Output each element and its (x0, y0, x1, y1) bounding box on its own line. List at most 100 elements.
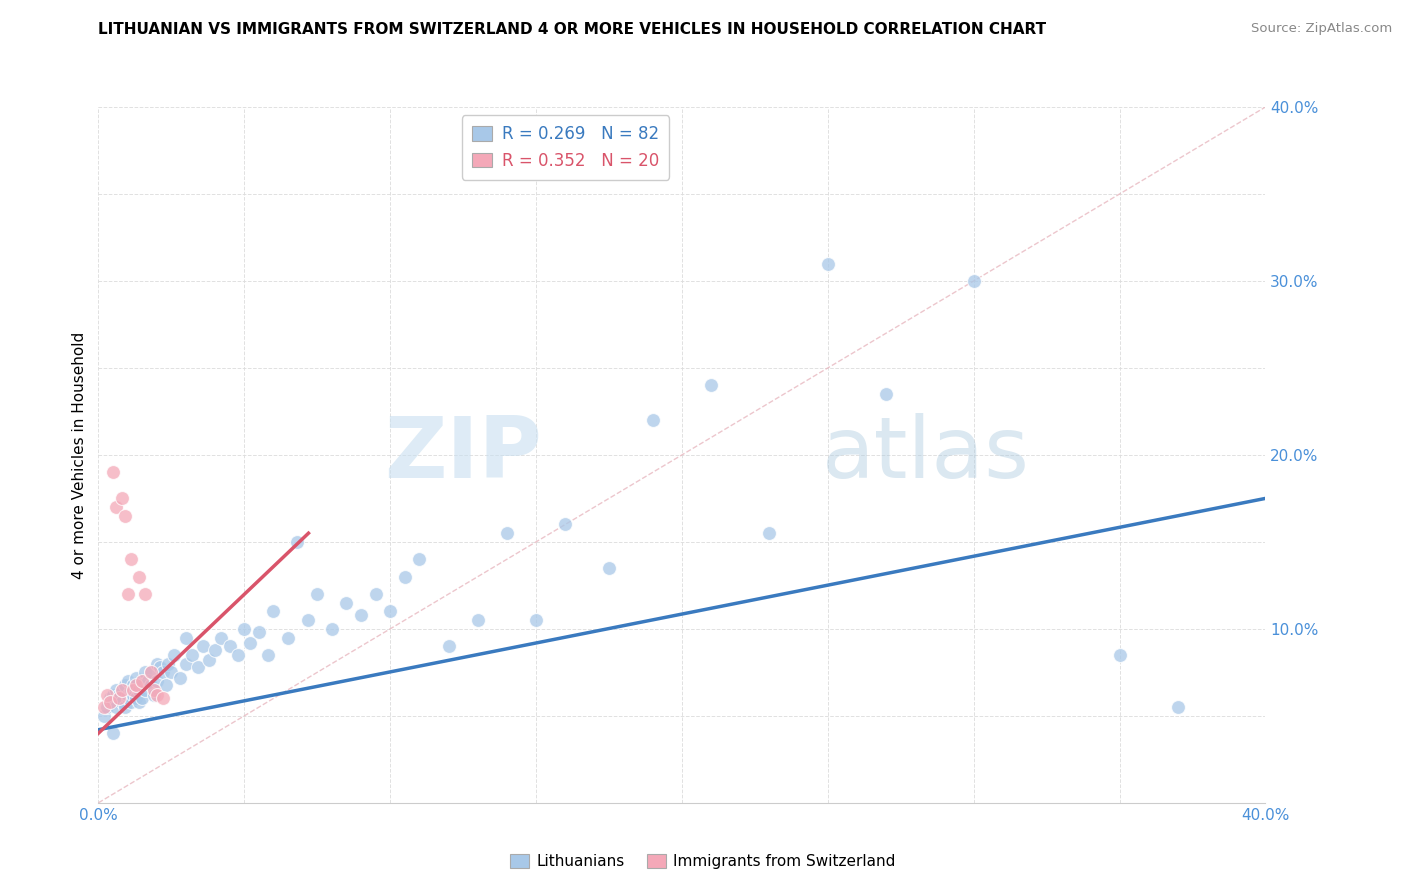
Point (146, 674, 169, 689)
Point (101, 726, 124, 740)
Point (142, 682, 165, 697)
Point (131, 677, 153, 691)
Point (139, 665, 162, 680)
Point (198, 653, 221, 667)
Point (122, 682, 145, 697)
Point (700, 378, 723, 392)
Point (408, 552, 430, 566)
Point (98, 691, 121, 706)
Point (160, 665, 183, 680)
Point (193, 639, 215, 653)
Point (228, 648, 250, 662)
Point (962, 274, 984, 288)
Point (554, 517, 576, 532)
Point (378, 605, 402, 619)
Point (394, 570, 416, 584)
Point (142, 688, 165, 702)
Point (125, 671, 148, 685)
Point (101, 695, 124, 709)
Point (139, 665, 162, 680)
Point (125, 691, 148, 706)
Point (817, 256, 839, 270)
Point (96, 700, 118, 714)
Point (247, 625, 270, 640)
Point (875, 387, 897, 401)
Point (128, 682, 150, 697)
Point (641, 413, 664, 427)
Point (163, 648, 186, 662)
Point (285, 534, 308, 549)
Point (104, 500, 127, 514)
Point (437, 639, 460, 653)
Point (598, 561, 620, 575)
Point (93, 708, 115, 723)
Point (1108, 648, 1130, 662)
Point (120, 695, 142, 709)
Point (174, 657, 197, 671)
Text: atlas: atlas (823, 413, 1031, 497)
Point (117, 674, 139, 689)
Point (139, 677, 162, 691)
Point (157, 657, 180, 671)
Point (180, 648, 202, 662)
Point (307, 587, 329, 601)
Point (131, 674, 153, 689)
Point (758, 526, 780, 541)
Point (134, 682, 156, 697)
Text: ZIP: ZIP (384, 413, 541, 497)
Point (134, 665, 156, 680)
Point (297, 613, 319, 627)
Point (152, 691, 174, 706)
Point (467, 613, 489, 627)
Text: Source: ZipAtlas.com: Source: ZipAtlas.com (1251, 22, 1392, 36)
Point (131, 691, 153, 706)
Point (233, 622, 256, 636)
Point (146, 688, 169, 702)
Text: LITHUANIAN VS IMMIGRANTS FROM SWITZERLAND 4 OR MORE VEHICLES IN HOUSEHOLD CORREL: LITHUANIAN VS IMMIGRANTS FROM SWITZERLAN… (98, 22, 1046, 37)
Point (120, 682, 142, 697)
Point (321, 622, 343, 636)
Point (122, 677, 145, 691)
Point (122, 688, 145, 702)
Point (93, 700, 115, 714)
Y-axis label: 4 or more Vehicles in Household: 4 or more Vehicles in Household (72, 331, 87, 579)
Point (101, 466, 124, 480)
Legend: R = 0.269   N = 82, R = 0.352   N = 20: R = 0.269 N = 82, R = 0.352 N = 20 (461, 115, 669, 179)
Point (149, 660, 172, 674)
Point (128, 695, 150, 709)
Point (152, 665, 174, 680)
Legend: Lithuanians, Immigrants from Switzerland: Lithuanians, Immigrants from Switzerland (505, 848, 901, 875)
Point (335, 596, 357, 610)
Point (209, 631, 232, 645)
Point (239, 636, 262, 650)
Point (256, 648, 278, 662)
Point (204, 642, 226, 657)
Point (108, 688, 131, 702)
Point (524, 613, 547, 627)
Point (128, 570, 150, 584)
Point (111, 682, 134, 697)
Point (262, 605, 284, 619)
Point (218, 639, 240, 653)
Point (98, 695, 121, 709)
Point (125, 677, 148, 691)
Point (134, 587, 156, 601)
Point (120, 552, 142, 566)
Point (104, 682, 127, 697)
Point (174, 631, 197, 645)
Point (117, 587, 139, 601)
Point (169, 671, 191, 685)
Point (364, 587, 387, 601)
Point (187, 660, 209, 674)
Point (277, 631, 299, 645)
Point (111, 491, 134, 506)
Point (146, 657, 169, 671)
Point (117, 688, 139, 702)
Point (108, 691, 131, 706)
Point (117, 691, 139, 706)
Point (114, 677, 136, 691)
Point (114, 700, 136, 714)
Point (136, 674, 159, 689)
Point (96, 688, 118, 702)
Point (1167, 700, 1189, 714)
